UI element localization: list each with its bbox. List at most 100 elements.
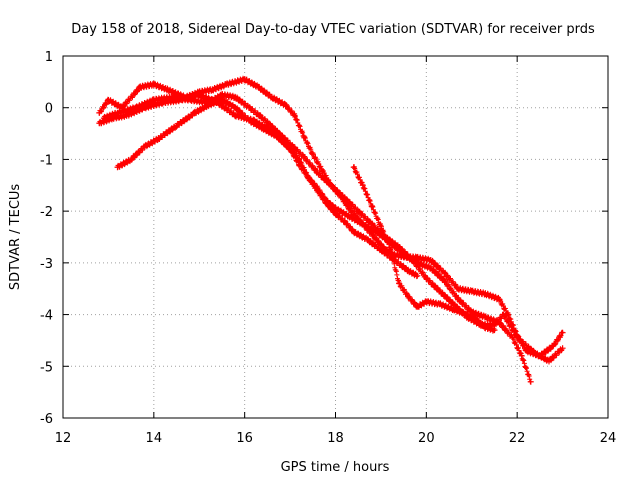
data-point [291, 112, 298, 119]
data-point [437, 301, 443, 308]
data-point [405, 267, 412, 274]
data-point [482, 324, 489, 331]
data-point [396, 280, 403, 287]
y-tick-label: -1 [40, 153, 53, 168]
data-point [223, 81, 230, 88]
data-point [132, 104, 139, 111]
data-point [246, 117, 253, 124]
data-point [355, 208, 362, 215]
data-point [473, 316, 480, 323]
data-point [396, 244, 403, 251]
data-point [359, 182, 366, 189]
data-point [219, 91, 225, 98]
y-axis-label: SDTVAR / TECUs [8, 184, 23, 291]
data-point [128, 156, 135, 163]
data-point [455, 285, 462, 292]
data-point [468, 309, 475, 315]
data-point [414, 303, 421, 310]
data-point [173, 122, 180, 129]
y-tick-label: -5 [40, 360, 53, 375]
data-point [450, 301, 457, 308]
data-point [196, 91, 203, 98]
data-point [387, 244, 393, 251]
data-point [523, 347, 530, 354]
y-tick-label: 0 [45, 102, 53, 117]
data-point [332, 210, 339, 217]
data-point [191, 109, 198, 116]
x-tick-label: 24 [600, 431, 617, 446]
data-point [464, 311, 471, 318]
data-point [219, 97, 225, 103]
x-tick-label: 12 [55, 431, 72, 446]
data-point [169, 94, 175, 101]
x-tick-label: 16 [236, 431, 253, 446]
data-point [164, 86, 171, 93]
axis-ticks: 12 14 16 18 20 22 24 -6 -5 -4 -3 -2 -1 0 1 [40, 50, 616, 446]
data-point [241, 76, 248, 83]
data-point [296, 161, 303, 168]
data-point [300, 153, 307, 160]
data-point [350, 164, 357, 171]
y-tick-label: 1 [45, 50, 53, 65]
y-tick-label: -2 [40, 205, 53, 220]
data-point [350, 228, 357, 235]
series-trail [351, 164, 497, 334]
data-point [232, 94, 239, 101]
data-point [205, 99, 212, 106]
data-point [455, 296, 462, 303]
data-point [468, 288, 475, 295]
series-track-3 [114, 96, 421, 280]
data-point [359, 221, 366, 228]
data-point [114, 164, 121, 171]
data-point [137, 84, 144, 90]
data-point [437, 288, 443, 295]
data-point [314, 187, 321, 194]
data-point [155, 135, 162, 142]
data-point [423, 298, 430, 305]
data-point [527, 378, 534, 385]
x-tick-label: 20 [418, 431, 435, 446]
data-point [305, 174, 312, 181]
data-point [268, 94, 275, 101]
data-point [232, 104, 239, 111]
data-point [232, 112, 239, 119]
data-point [405, 293, 412, 300]
data-point [368, 221, 375, 228]
data-point [414, 254, 421, 261]
data-point [314, 169, 321, 176]
data-point [532, 350, 539, 357]
data-point [559, 345, 566, 352]
x-axis-label: GPS time / hours [281, 460, 390, 475]
data-point [309, 151, 316, 158]
data-point [100, 115, 107, 122]
chart-title: Day 158 of 2018, Sidereal Day-to-day VTE… [71, 22, 595, 37]
data-point [287, 140, 294, 147]
data-point [441, 270, 448, 277]
data-point [259, 115, 266, 122]
data-point [273, 128, 280, 134]
data-point [255, 84, 262, 90]
x-tick-label: 22 [509, 431, 526, 446]
data-point [500, 311, 507, 318]
data-point [373, 236, 380, 243]
data-point [105, 97, 112, 103]
data-point [300, 133, 307, 140]
data-point [559, 329, 566, 336]
y-tick-label: -3 [40, 257, 53, 272]
data-point [114, 109, 121, 116]
series-track-5 [350, 164, 498, 334]
data-point [423, 275, 430, 282]
data-point [450, 306, 457, 313]
data-point [187, 97, 194, 103]
series-trail [96, 75, 565, 360]
data-point [341, 218, 348, 225]
data-point [409, 257, 416, 264]
data-point [346, 213, 353, 220]
data-point [377, 246, 384, 253]
data-point [414, 272, 421, 279]
data-point [482, 314, 489, 321]
data-point [427, 265, 434, 271]
data-point [346, 205, 353, 212]
data-point [482, 290, 489, 297]
data-point [518, 352, 525, 359]
